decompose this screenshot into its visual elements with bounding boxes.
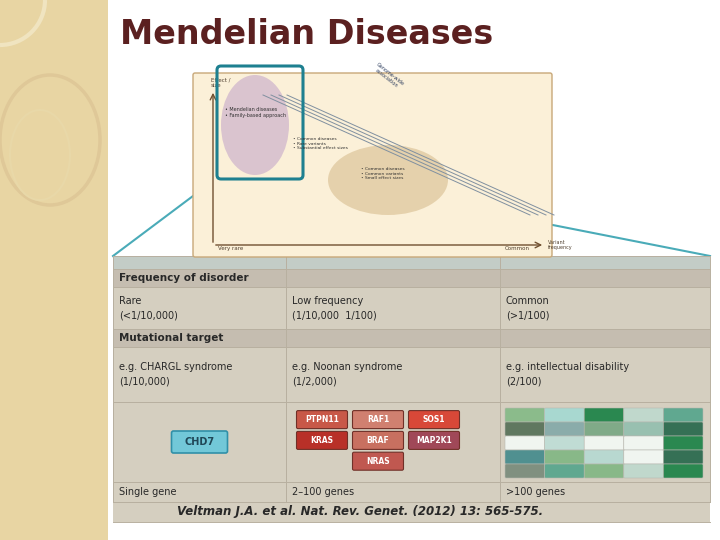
FancyBboxPatch shape xyxy=(193,73,552,257)
FancyBboxPatch shape xyxy=(353,452,403,470)
Text: • Common diseases
• Rare variants
• Substantial effect sizes: • Common diseases • Rare variants • Subs… xyxy=(293,137,348,150)
FancyBboxPatch shape xyxy=(171,431,228,453)
FancyBboxPatch shape xyxy=(663,436,703,450)
Text: (1/2,000): (1/2,000) xyxy=(292,376,337,387)
FancyBboxPatch shape xyxy=(544,464,584,478)
FancyBboxPatch shape xyxy=(584,408,624,422)
Text: BRAF: BRAF xyxy=(366,436,390,445)
Text: Mutational target: Mutational target xyxy=(119,333,223,343)
Bar xyxy=(0,0,108,540)
Text: Genome-wide
association: Genome-wide association xyxy=(372,62,405,91)
Text: Very rare: Very rare xyxy=(218,246,243,251)
Text: MAP2K1: MAP2K1 xyxy=(416,436,452,445)
Text: Frequency of disorder: Frequency of disorder xyxy=(119,273,248,283)
FancyBboxPatch shape xyxy=(663,408,703,422)
Text: • Common diseases
• Common variants
• Small effect sizes: • Common diseases • Common variants • Sm… xyxy=(361,167,405,180)
Text: Low frequency: Low frequency xyxy=(292,296,364,306)
Text: Common: Common xyxy=(506,296,550,306)
Text: e.g. Noonan syndrome: e.g. Noonan syndrome xyxy=(292,362,402,373)
Text: CHD7: CHD7 xyxy=(184,437,215,447)
Text: NRAS: NRAS xyxy=(366,457,390,465)
FancyBboxPatch shape xyxy=(544,408,584,422)
FancyBboxPatch shape xyxy=(353,410,403,429)
Text: • Mendelian diseases
• Family-based approach: • Mendelian diseases • Family-based appr… xyxy=(225,107,286,118)
FancyBboxPatch shape xyxy=(544,436,584,450)
FancyBboxPatch shape xyxy=(544,450,584,464)
Text: (>1/100): (>1/100) xyxy=(506,310,549,320)
Text: Effect /
size: Effect / size xyxy=(211,77,230,88)
Text: Common: Common xyxy=(505,246,530,251)
FancyBboxPatch shape xyxy=(297,431,348,449)
Text: KRAS: KRAS xyxy=(310,436,333,445)
Text: 2–100 genes: 2–100 genes xyxy=(292,487,354,497)
FancyBboxPatch shape xyxy=(663,422,703,436)
FancyBboxPatch shape xyxy=(663,464,703,478)
Text: (1/10,000  1/100): (1/10,000 1/100) xyxy=(292,310,377,320)
FancyBboxPatch shape xyxy=(297,410,348,429)
FancyBboxPatch shape xyxy=(505,436,544,450)
Text: e.g. CHARGL syndrome: e.g. CHARGL syndrome xyxy=(119,362,233,373)
Bar xyxy=(113,329,710,347)
FancyBboxPatch shape xyxy=(544,422,584,436)
Text: (2/100): (2/100) xyxy=(506,376,541,387)
Bar xyxy=(113,256,710,522)
FancyBboxPatch shape xyxy=(505,422,544,436)
Text: e.g. intellectual disability: e.g. intellectual disability xyxy=(506,362,629,373)
FancyBboxPatch shape xyxy=(663,450,703,464)
FancyBboxPatch shape xyxy=(624,408,663,422)
Text: Single gene: Single gene xyxy=(119,487,176,497)
Text: Veltman J.A. et al. Nat. Rev. Genet. (2012) 13: 565-575.: Veltman J.A. et al. Nat. Rev. Genet. (20… xyxy=(177,505,543,518)
Text: (1/10,000): (1/10,000) xyxy=(119,376,170,387)
Text: Rare: Rare xyxy=(119,296,141,306)
Text: PTPN11: PTPN11 xyxy=(305,415,339,424)
FancyBboxPatch shape xyxy=(624,464,663,478)
FancyBboxPatch shape xyxy=(584,422,624,436)
FancyBboxPatch shape xyxy=(624,422,663,436)
FancyBboxPatch shape xyxy=(624,450,663,464)
FancyBboxPatch shape xyxy=(584,464,624,478)
FancyBboxPatch shape xyxy=(353,431,403,449)
Text: Mendelian Diseases: Mendelian Diseases xyxy=(120,18,493,51)
FancyBboxPatch shape xyxy=(584,436,624,450)
Bar xyxy=(113,269,710,287)
FancyBboxPatch shape xyxy=(505,464,544,478)
FancyBboxPatch shape xyxy=(505,450,544,464)
Ellipse shape xyxy=(328,145,448,215)
Text: (<1/10,000): (<1/10,000) xyxy=(119,310,178,320)
Text: Variant
frequency: Variant frequency xyxy=(548,240,572,251)
Ellipse shape xyxy=(221,75,289,175)
FancyBboxPatch shape xyxy=(505,408,544,422)
Bar xyxy=(113,256,710,522)
Bar xyxy=(113,256,710,269)
Text: RAF1: RAF1 xyxy=(367,415,389,424)
FancyBboxPatch shape xyxy=(624,436,663,450)
Text: SOS1: SOS1 xyxy=(423,415,445,424)
FancyBboxPatch shape xyxy=(408,410,459,429)
FancyBboxPatch shape xyxy=(584,450,624,464)
FancyBboxPatch shape xyxy=(408,431,459,449)
Text: >100 genes: >100 genes xyxy=(506,487,565,497)
